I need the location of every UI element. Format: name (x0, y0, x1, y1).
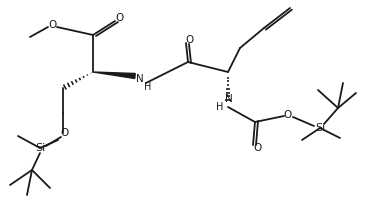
Text: N: N (136, 74, 144, 84)
Text: Si: Si (315, 123, 325, 133)
Text: O: O (115, 13, 123, 23)
Text: O: O (60, 128, 68, 138)
Text: O: O (48, 20, 56, 30)
Text: Si: Si (35, 143, 45, 153)
Text: H: H (216, 102, 224, 112)
Text: O: O (253, 143, 261, 153)
Text: H: H (144, 82, 152, 92)
Text: O: O (186, 35, 194, 45)
Text: N: N (225, 94, 233, 104)
Polygon shape (93, 72, 135, 79)
Text: O: O (284, 110, 292, 120)
